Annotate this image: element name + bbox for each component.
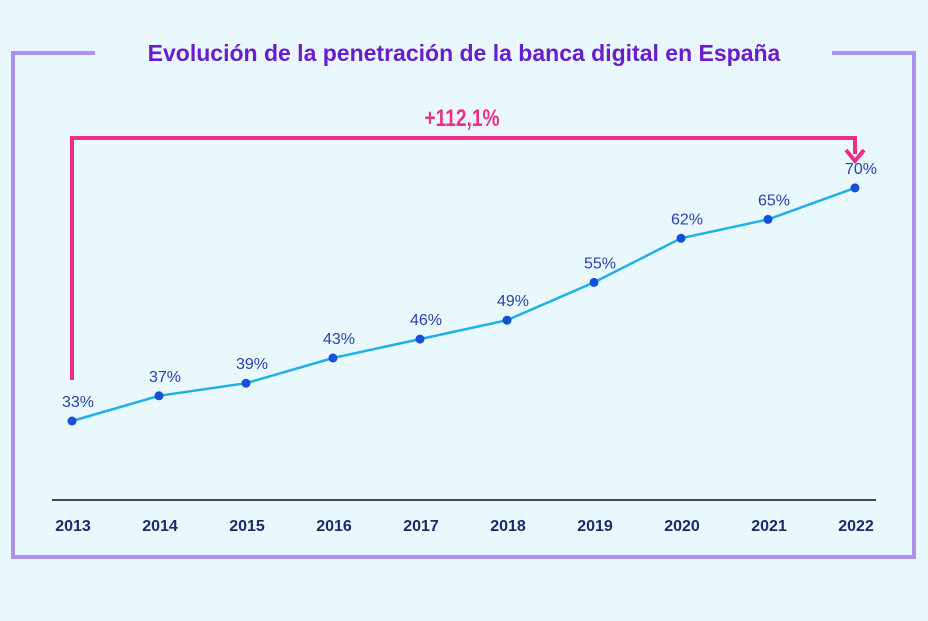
data-label: 33% — [62, 394, 94, 411]
data-point — [415, 334, 425, 344]
growth-annotation: +112,1% — [424, 104, 499, 132]
x-tick-label: 2016 — [316, 518, 352, 535]
data-label: 70% — [845, 161, 877, 178]
data-label: 55% — [584, 255, 616, 272]
x-tick-label: 2021 — [751, 518, 787, 535]
x-tick-label: 2015 — [229, 518, 265, 535]
data-point — [67, 416, 77, 426]
x-tick-label: 2018 — [490, 518, 526, 535]
data-label: 62% — [671, 211, 703, 228]
data-point — [589, 277, 599, 287]
series-line — [71, 186, 856, 423]
data-point — [241, 378, 251, 388]
data-point — [850, 183, 860, 193]
data-point — [154, 391, 164, 401]
x-tick-label: 2022 — [838, 518, 874, 535]
data-label: 46% — [410, 312, 442, 329]
data-point — [502, 315, 512, 325]
x-tick-label: 2019 — [577, 518, 613, 535]
x-tick-label: 2017 — [403, 518, 439, 535]
data-label: 39% — [236, 356, 268, 373]
arrow-down-icon — [844, 148, 866, 165]
growth-bracket — [70, 136, 857, 380]
x-tick-label: 2014 — [142, 518, 178, 535]
data-label: 49% — [497, 293, 529, 310]
data-point — [328, 353, 338, 363]
data-label: 43% — [323, 331, 355, 348]
x-tick-label: 2013 — [55, 518, 91, 535]
data-label: 37% — [149, 369, 181, 386]
data-point — [763, 214, 773, 224]
chart-frame — [11, 51, 916, 559]
data-label: 65% — [758, 192, 790, 209]
x-tick-label: 2020 — [664, 518, 700, 535]
data-point — [676, 233, 686, 243]
chart-title: Evolución de la penetración de la banca … — [147, 40, 781, 66]
